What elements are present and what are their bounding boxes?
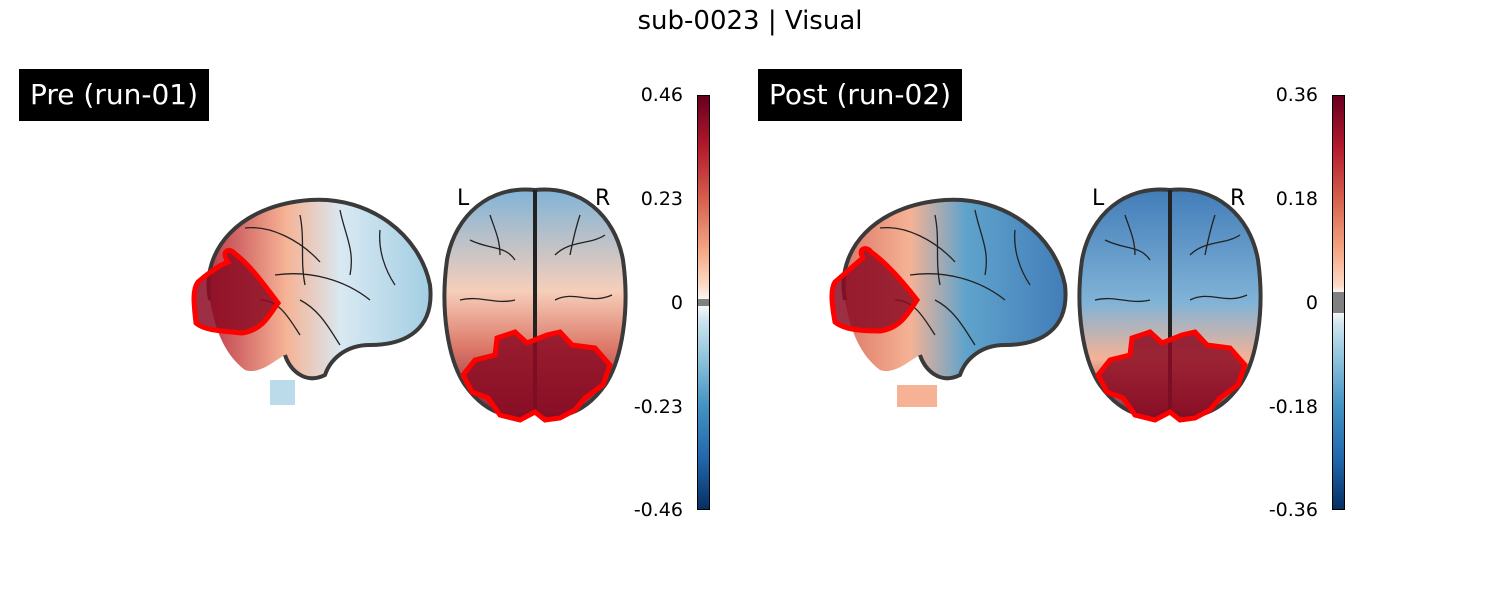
panel-pre: Pre (run-01) [19,69,710,521]
orientation-right-post: R [1230,186,1246,211]
orientation-right-pre: R [595,186,611,211]
roi-outline-sagittal-post [829,246,921,334]
colorbar-tick-min-post: -0.36 [1268,499,1318,521]
orientation-left-post: L [1092,186,1105,211]
colorbar-pre [697,95,710,510]
colorbar-tick-min-pre: -0.46 [633,499,683,521]
colorbar-post [1332,95,1345,510]
colorbar-tick-max-post: 0.36 [1275,84,1318,106]
panel-label-pre: Pre (run-01) [19,69,209,121]
colorbar-tick-midhi-pre: 0.23 [640,188,683,210]
panel-label-post: Post (run-02) [758,69,963,121]
roi-outline-sagittal-pre [191,247,282,336]
axial-view-pre [442,187,628,423]
axial-view-post [1077,187,1263,423]
orientation-left-pre: L [457,186,470,211]
colorbar-tick-midhi-post: 0.18 [1275,188,1318,210]
colorbar-tick-midlo-post: -0.18 [1268,396,1318,418]
panel-post: Post (run-02) [635,0,1385,600]
roi-outline-axial-pre [460,329,613,423]
glass-brain-pre [191,187,628,423]
glass-brain-post [829,187,1263,423]
figure-title: sub-0023 | Visual [637,6,863,36]
colorbar-tick-zero-pre: 0 [670,292,683,314]
sagittal-view-post [829,197,1068,407]
colorbar-tick-midlo-pre: -0.23 [633,396,683,418]
sagittal-view-pre [191,197,433,405]
colorbar-tick-max-pre: 0.46 [640,84,683,106]
roi-outline-axial-post [1095,329,1248,423]
colorbar-tick-zero-post: 0 [1305,292,1318,314]
